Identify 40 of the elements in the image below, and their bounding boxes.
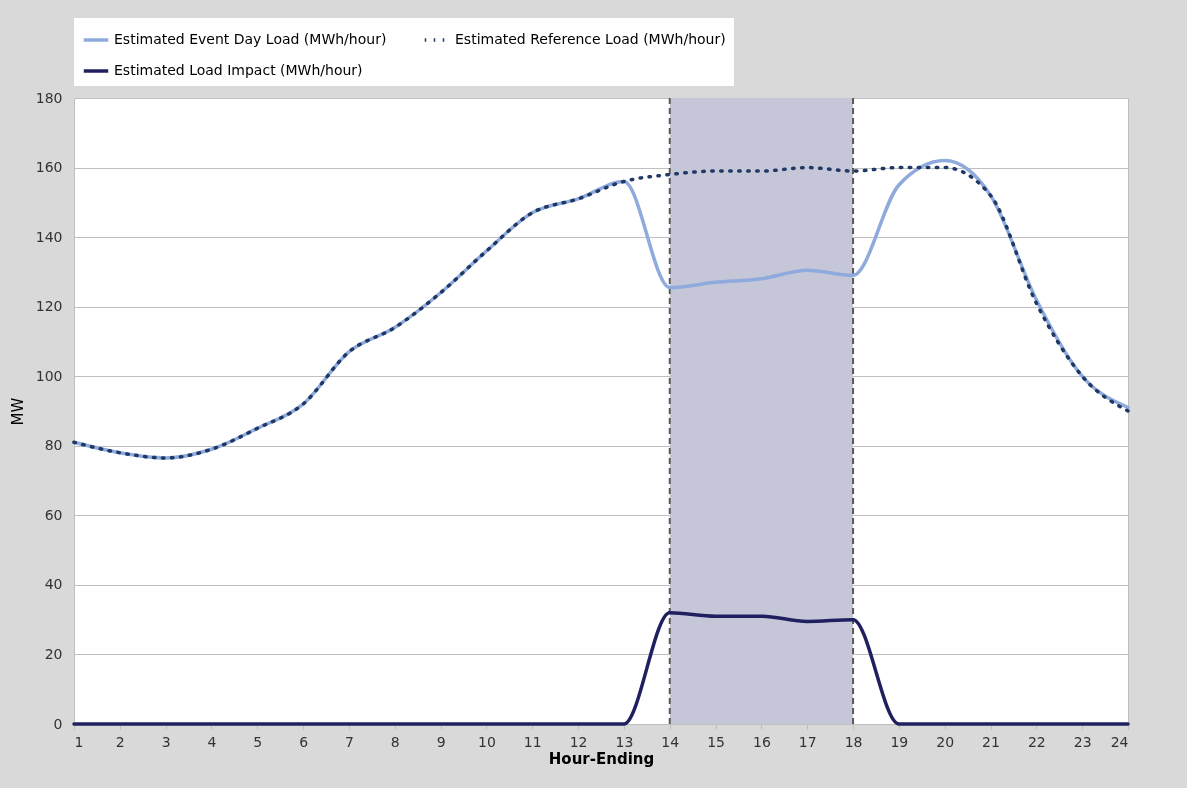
y-tick-label: 60 [44,506,63,523]
y-tick-label: 120 [35,298,63,315]
x-tick-label: 10 [478,733,496,750]
y-tick-label: 0 [53,715,63,732]
x-tick-label: 11 [523,733,542,750]
y-axis-title: MW [8,397,27,426]
x-tick-label: 15 [707,733,725,750]
x-tick-label: 24 [1110,733,1129,750]
x-tick-label: 23 [1073,733,1092,750]
y-tick-label: 140 [35,228,63,245]
x-tick-label: 4 [207,733,217,750]
x-tick-label: 22 [1027,733,1046,750]
y-tick-label: 20 [44,645,63,662]
y-tick-label: 180 [35,89,63,106]
x-axis-title: Hour-Ending [548,749,655,768]
x-tick-label: 21 [982,733,1000,750]
x-tick-label: 19 [890,733,909,750]
y-tick-label: 100 [35,367,63,384]
y-tick-label: 160 [35,159,63,176]
x-tick-label: 7 [345,733,354,750]
x-tick-label: 2 [115,733,125,750]
x-tick-label: 5 [253,733,263,750]
legend-label: Estimated Event Day Load (MWh/hour) [114,31,387,47]
x-tick-label: 12 [569,733,588,750]
x-tick-label: 13 [615,733,634,750]
x-tick-label: 9 [436,733,446,750]
x-tick-label: 14 [661,733,680,750]
y-tick-label: 80 [44,437,63,454]
x-tick-label: 8 [390,733,400,750]
x-tick-label: 16 [752,733,771,750]
x-tick-label: 6 [299,733,309,750]
y-tick-label: 40 [44,576,63,593]
x-tick-label: 3 [161,733,171,750]
x-tick-label: 18 [844,733,863,750]
x-tick-label: 1 [74,733,84,750]
x-tick-label: 20 [936,733,955,750]
legend-label: Estimated Reference Load (MWh/hour) [455,31,726,47]
x-tick-label: 17 [798,733,817,750]
legend-label: Estimated Load Impact (MWh/hour) [114,62,363,78]
line-series [72,610,1130,726]
